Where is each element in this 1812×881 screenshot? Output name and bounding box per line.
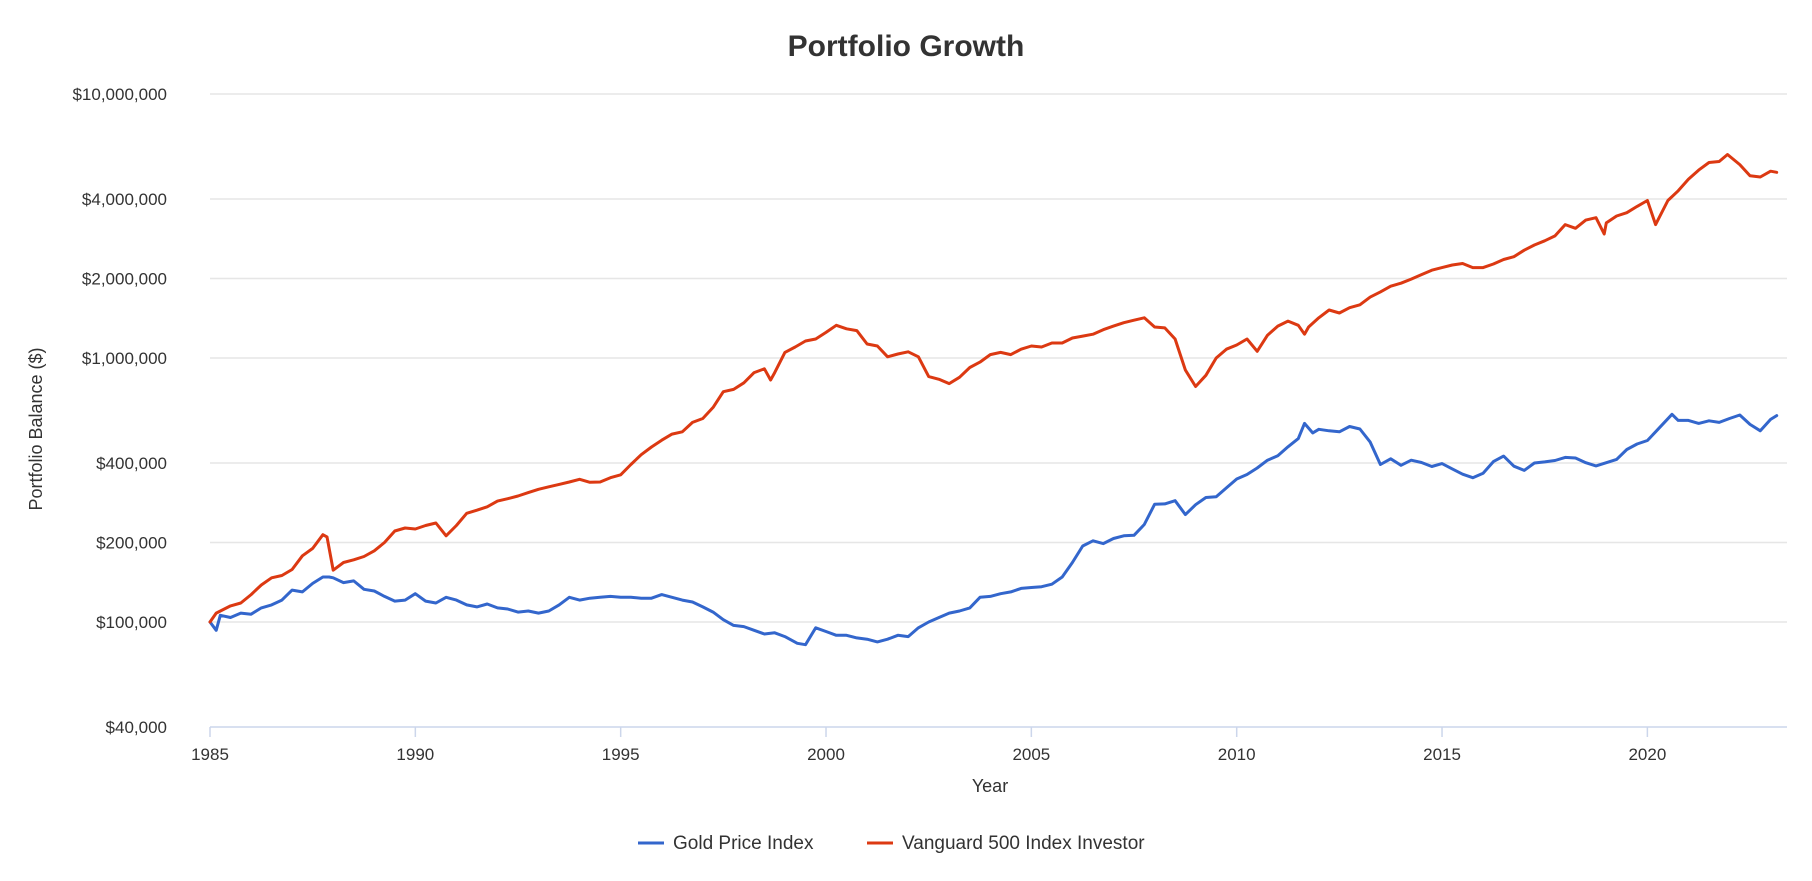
legend-label-gold: Gold Price Index [673,833,814,854]
x-tick-label: 2005 [1012,745,1050,764]
y-axis: $40,000 $100,000 $200,000 $400,000 $1,000,00… [72,85,167,737]
x-tick-label: 2010 [1218,745,1256,764]
x-axis: 1985 1990 1995 2000 2005 2010 2015 2020 [191,727,1666,764]
legend-item-vanguard[interactable]: Vanguard 500 Index Investor [867,833,1145,854]
x-tick-label: 1995 [602,745,640,764]
y-tick-label: $10,000,000 [72,85,167,104]
x-tick-label: 1990 [396,745,434,764]
y-tick-label: $40,000 [106,718,167,737]
y-tick-label: $400,000 [96,454,167,473]
series-lines [208,153,1779,647]
x-tick-label: 1985 [191,745,229,764]
legend: Gold Price Index Vanguard 500 Index Inve… [638,833,1145,854]
series-line-gold[interactable] [208,412,1779,647]
y-tick-label: $100,000 [96,613,167,632]
chart-title: Portfolio Growth [788,30,1025,63]
legend-item-gold[interactable]: Gold Price Index [638,833,814,854]
y-axis-title: Portfolio Balance ($) [26,347,46,510]
x-axis-title: Year [972,776,1008,796]
grid-lines [210,93,1787,728]
x-tick-label: 2020 [1628,745,1666,764]
y-tick-label: $200,000 [96,533,167,552]
y-tick-label: $2,000,000 [82,270,167,289]
legend-label-vanguard: Vanguard 500 Index Investor [902,833,1145,854]
x-tick-label: 2015 [1423,745,1461,764]
x-tick-label: 2000 [807,745,845,764]
series-line-vanguard[interactable] [208,153,1779,624]
y-tick-label: $4,000,000 [82,190,167,209]
y-tick-label: $1,000,000 [82,349,167,368]
